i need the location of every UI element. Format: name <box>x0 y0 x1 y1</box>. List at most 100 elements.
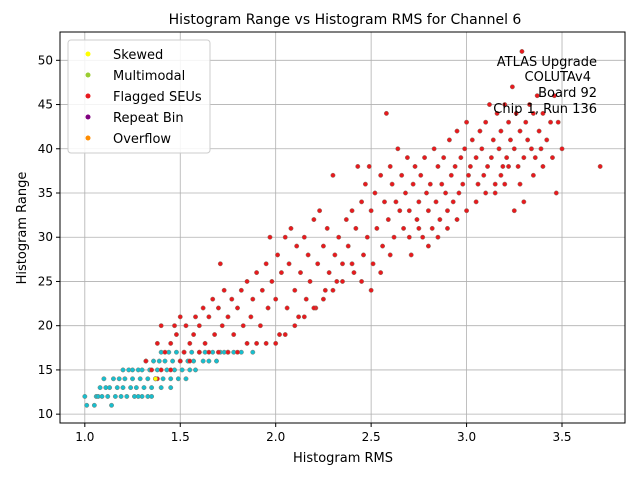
scatter-point <box>139 367 145 373</box>
scatter-point <box>105 394 111 399</box>
scatter-point <box>506 119 512 125</box>
scatter-point <box>530 172 536 178</box>
scatter-point <box>483 119 489 125</box>
scatter-point <box>521 199 527 205</box>
scatter-point <box>532 155 538 161</box>
scatter-point <box>425 243 431 249</box>
scatter-point <box>156 358 162 364</box>
x-axis-label: Histogram RMS <box>293 451 393 466</box>
scatter-point <box>334 279 340 284</box>
x-tick-label: 3.0 <box>457 430 476 444</box>
scatter-point <box>550 155 555 161</box>
scatter-point <box>359 279 365 284</box>
y-tick-label: 45 <box>38 98 53 112</box>
scatter-point <box>540 110 546 116</box>
scatter-point <box>416 199 422 205</box>
scatter-point <box>275 252 281 258</box>
scatter-point <box>259 287 265 293</box>
annotation: ATLAS Upgrade COLUTAv4 Board 92 Chip 1, … <box>493 55 597 117</box>
scatter-point <box>292 287 298 293</box>
scatter-point <box>143 358 149 364</box>
legend-label-repeat-bin: Repeat Bin <box>113 111 184 126</box>
scatter-point <box>179 367 185 373</box>
scatter-point <box>464 119 470 125</box>
scatter-point <box>332 252 338 258</box>
scatter-point <box>414 217 420 222</box>
scatter-point <box>477 128 483 134</box>
scatter-point <box>387 164 393 169</box>
scatter-point <box>141 385 147 391</box>
scatter-point <box>97 385 103 391</box>
scatter-point <box>193 367 198 373</box>
scatter-point <box>311 305 317 311</box>
annotation-line-1: ATLAS Upgrade <box>497 55 597 70</box>
scatter-point <box>135 394 141 399</box>
scatter-point <box>214 358 219 364</box>
y-tick-label: 35 <box>38 186 53 200</box>
scatter-point <box>467 164 473 169</box>
scatter-point <box>225 349 231 355</box>
scatter-point <box>286 261 292 267</box>
legend: Skewed Multimodal Flagged SEUs Repeat Bi… <box>67 39 211 154</box>
scatter-point <box>183 323 189 329</box>
legend-label-multimodal: Multimodal <box>113 69 185 84</box>
scatter-point <box>517 181 523 187</box>
scatter-point <box>284 305 290 311</box>
scatter-point <box>452 164 458 169</box>
scatter-point <box>244 279 250 284</box>
scatter-point <box>101 376 107 382</box>
scatter-point <box>152 376 158 382</box>
scatter-point <box>250 296 256 302</box>
scatter-point <box>496 146 502 152</box>
x-tick-label: 2.0 <box>266 430 285 444</box>
scatter-point <box>128 385 134 391</box>
scatter-point <box>454 128 460 134</box>
scatter-point <box>597 164 603 169</box>
scatter-point <box>336 234 342 240</box>
scatter-point <box>305 252 311 258</box>
scatter-point <box>361 252 366 258</box>
scatter-point <box>114 385 120 391</box>
annotation-line-3: Board 92 <box>538 86 597 101</box>
scatter-point <box>168 385 174 391</box>
scatter-point <box>504 155 510 161</box>
scatter-point <box>378 270 384 276</box>
scatter-point <box>391 234 397 240</box>
scatter-point <box>110 376 116 382</box>
scatter-point <box>219 323 225 329</box>
scatter-point <box>116 376 122 382</box>
scatter-point <box>450 199 456 205</box>
scatter-point <box>551 93 557 99</box>
scatter-point <box>519 49 525 54</box>
scatter-point <box>206 314 212 320</box>
scatter-point <box>454 217 460 222</box>
scatter-point <box>215 349 221 355</box>
scatter-point <box>168 340 174 346</box>
scatter-point <box>555 119 561 125</box>
scatter-point <box>294 243 300 249</box>
scatter-point <box>254 340 260 346</box>
scatter-point <box>364 234 370 240</box>
scatter-point <box>317 208 323 214</box>
scatter-point <box>534 93 540 99</box>
scatter-point <box>553 190 559 196</box>
scatter-point <box>301 314 307 320</box>
scatter-point <box>406 234 412 240</box>
scatter-point <box>288 225 294 231</box>
scatter-point <box>368 208 374 214</box>
scatter-point <box>244 340 250 346</box>
scatter-point <box>483 190 489 196</box>
scatter-point <box>330 287 336 293</box>
scatter-point <box>191 332 197 337</box>
scatter-point <box>200 305 206 311</box>
scatter-point <box>170 358 176 364</box>
x-tick-label: 1.5 <box>171 430 190 444</box>
scatter-point <box>437 217 443 222</box>
scatter-point <box>158 323 164 329</box>
scatter-point <box>84 402 90 408</box>
scatter-point <box>269 279 275 284</box>
scatter-point <box>267 234 273 240</box>
scatter-point <box>540 164 546 169</box>
annotation-line-2: COLUTAv4 <box>525 70 591 85</box>
scatter-point <box>298 270 303 276</box>
